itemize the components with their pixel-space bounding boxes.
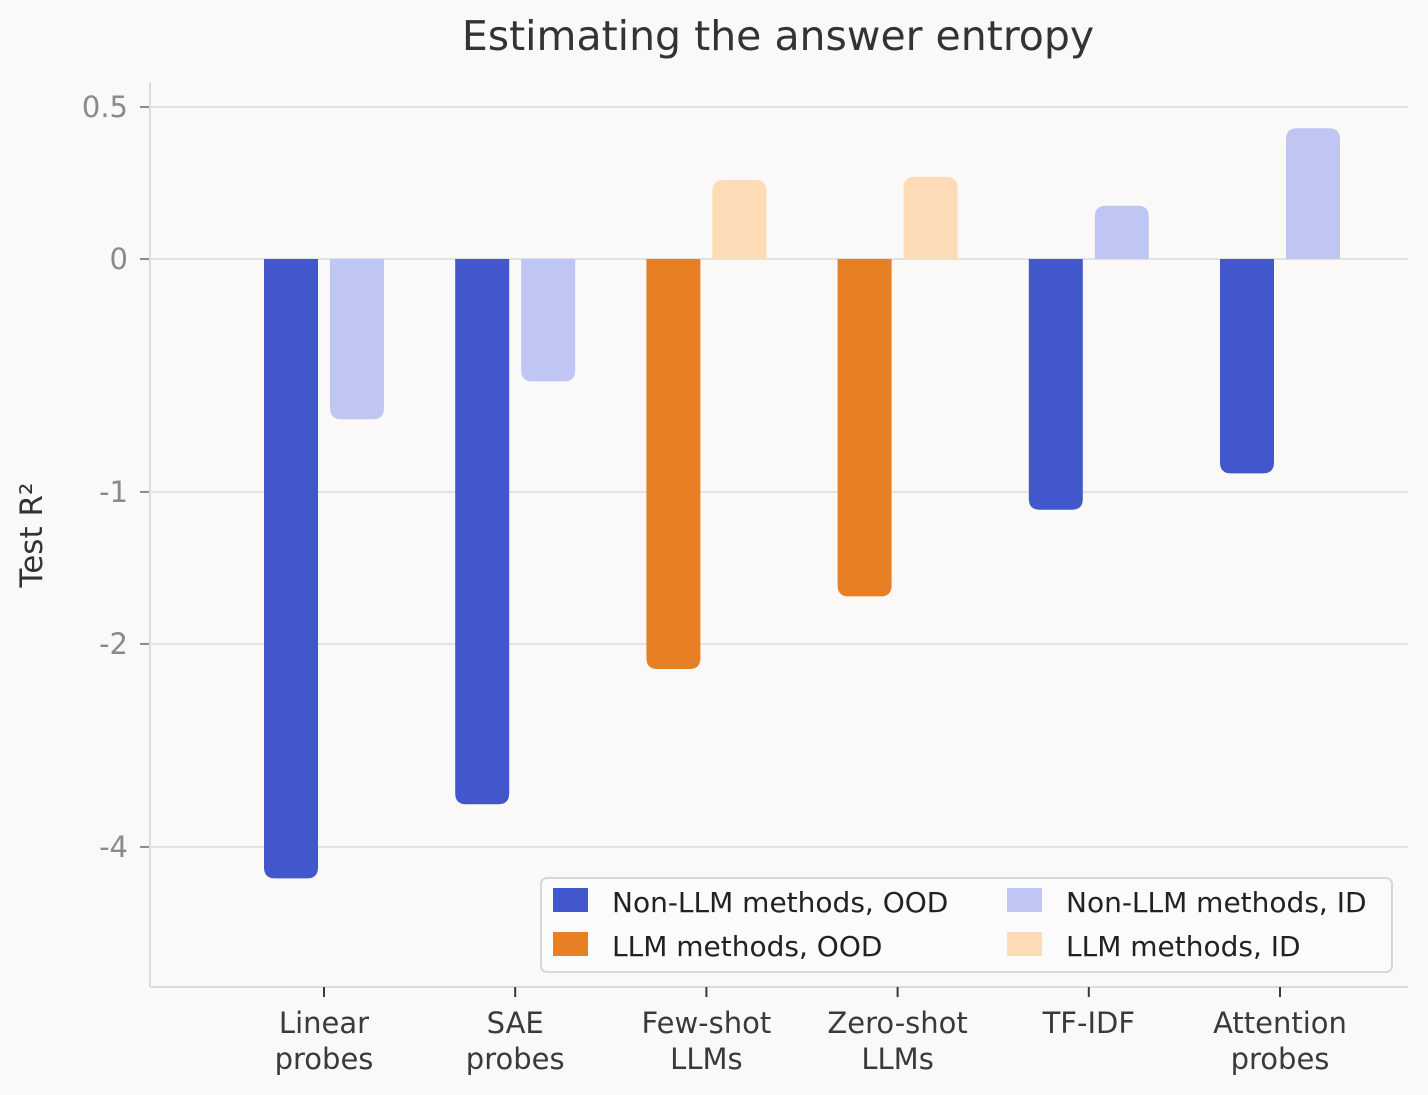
- x-tick-label: LLMs: [861, 1042, 933, 1076]
- bar-ood: [264, 259, 318, 879]
- x-tick-label: Linear: [279, 1006, 369, 1040]
- legend-label: Non-LLM methods, OOD: [612, 886, 948, 919]
- grid-lines: [150, 106, 1408, 848]
- x-tick-label: Few-shot: [642, 1006, 772, 1040]
- bar-id: [521, 259, 576, 382]
- legend-label: Non-LLM methods, ID: [1066, 886, 1367, 919]
- bar-ood: [1220, 259, 1274, 474]
- bar-id: [903, 176, 958, 259]
- bar-id: [712, 179, 767, 259]
- x-tick-labels: LinearprobesSAEprobesFew-shotLLMsZero-sh…: [275, 1006, 1347, 1076]
- legend-swatch: [1007, 932, 1042, 956]
- x-tick-label: probes: [466, 1042, 565, 1076]
- bar-id: [330, 259, 384, 420]
- x-tick-label: Attention: [1213, 1006, 1347, 1040]
- legend: Non-LLM methods, OOD Non-LLM methods, ID L…: [540, 877, 1393, 973]
- bar-id: [1094, 205, 1149, 259]
- legend-swatch: [1007, 888, 1042, 912]
- y-tick-labels: 0.5 0 -1 -2 -4: [82, 90, 128, 864]
- legend-box: [540, 877, 1393, 973]
- bar-ood: [1028, 259, 1083, 510]
- bar-ood: [455, 259, 510, 805]
- x-tick-label: SAE: [487, 1006, 544, 1040]
- x-tick-label: LLMs: [670, 1042, 742, 1076]
- x-tick-label: TF-IDF: [1042, 1006, 1135, 1040]
- x-tick-label: probes: [1231, 1042, 1330, 1076]
- legend-swatch: [553, 888, 588, 912]
- x-tick-label: Zero-shot: [827, 1006, 967, 1040]
- y-axis-label: Test R²: [14, 483, 50, 589]
- y-tick-label: -2: [99, 627, 128, 661]
- chart-title: Estimating the answer entropy: [462, 12, 1094, 60]
- bar-ood: [837, 259, 892, 597]
- y-tick-label: 0: [110, 242, 128, 276]
- legend-swatch: [553, 932, 588, 956]
- y-tick-label: 0.5: [82, 90, 128, 124]
- bar-id: [1286, 128, 1340, 259]
- bar-ood: [646, 259, 701, 669]
- y-tick-label: -1: [99, 475, 128, 509]
- bars: [264, 128, 1340, 879]
- axes: [140, 82, 1408, 997]
- y-tick-label: -4: [99, 830, 128, 864]
- legend-label: LLM methods, OOD: [612, 930, 882, 963]
- x-tick-label: probes: [275, 1042, 374, 1076]
- legend-label: LLM methods, ID: [1066, 930, 1301, 963]
